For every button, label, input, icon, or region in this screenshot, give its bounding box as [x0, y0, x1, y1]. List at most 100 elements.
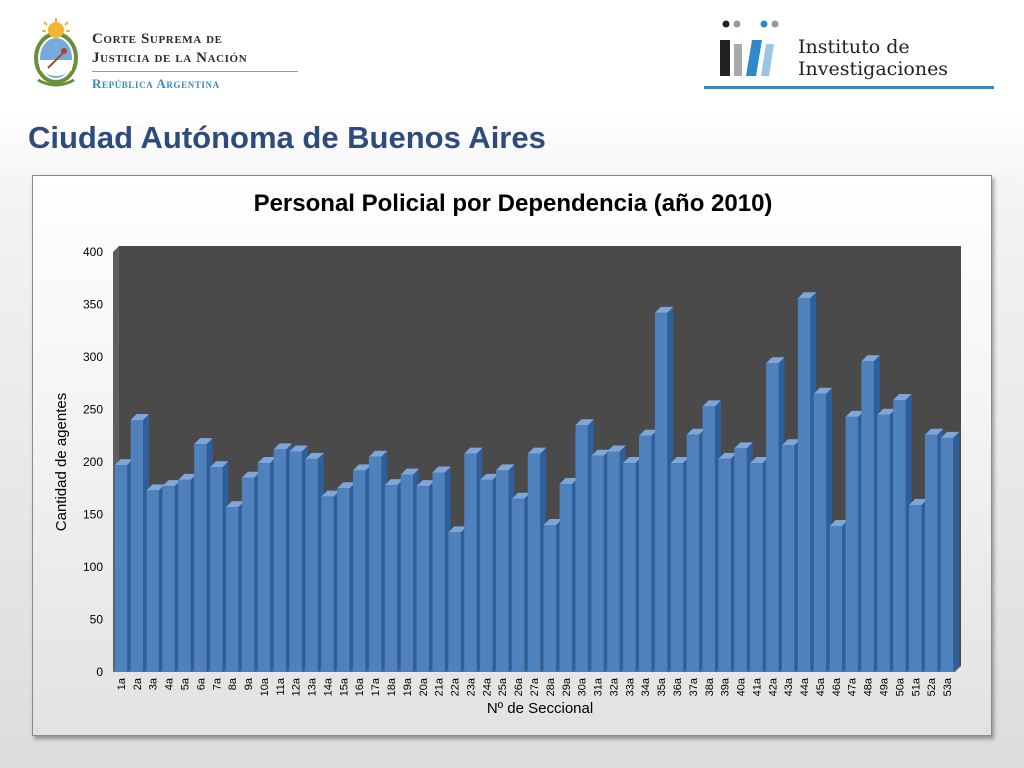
- x-tick-label: 23a: [465, 677, 477, 696]
- bar: [146, 490, 159, 672]
- bar: [289, 451, 302, 672]
- bar-top: [575, 419, 594, 426]
- bar: [702, 406, 715, 672]
- x-tick-label: 31a: [593, 677, 605, 696]
- y-tick-label: 100: [83, 560, 103, 574]
- bar-top: [114, 459, 134, 466]
- x-tick-label: 26a: [513, 677, 525, 696]
- bar: [114, 465, 128, 672]
- bar-top: [273, 443, 293, 450]
- slide-title: Ciudad Autónoma de Buenos Aires: [28, 120, 546, 155]
- court-name-line-2: Justicia de la Nación: [92, 50, 248, 66]
- bar: [480, 479, 493, 672]
- bar-top: [178, 473, 197, 480]
- x-tick-label: 1a: [116, 677, 128, 690]
- bar: [559, 484, 572, 672]
- x-tick-label: 28a: [545, 677, 557, 696]
- x-tick-label: 2a: [132, 677, 144, 690]
- bar-top: [861, 355, 880, 362]
- bar-top: [766, 357, 785, 364]
- bar: [940, 437, 954, 672]
- bar: [464, 453, 477, 672]
- bar-top: [670, 457, 690, 464]
- x-tick-label: 53a: [942, 677, 954, 696]
- bar-top: [464, 447, 483, 454]
- bar: [432, 472, 445, 672]
- bar: [527, 453, 541, 672]
- bar: [337, 488, 350, 672]
- x-tick-label: 7a: [211, 677, 223, 690]
- bar: [162, 486, 175, 672]
- y-tick-label: 250: [83, 403, 103, 417]
- bar-top: [162, 480, 181, 487]
- bar-top: [813, 387, 833, 394]
- bar-side: [953, 431, 960, 672]
- x-tick-label: 10a: [259, 677, 271, 696]
- bar-top: [353, 464, 372, 471]
- bar-top: [321, 490, 340, 497]
- bar-top: [718, 452, 737, 459]
- x-tick-label: 36a: [672, 677, 684, 696]
- y-tick-label: 350: [83, 298, 103, 312]
- header: Corte Suprema de Justicia de la Nación R…: [0, 0, 1024, 112]
- bar-top: [480, 473, 499, 480]
- x-tick-label: 48a: [863, 677, 875, 696]
- bar: [130, 420, 144, 672]
- court-name-line-1: Corte Suprema de: [92, 31, 223, 47]
- bar-top: [924, 428, 944, 435]
- bar: [241, 477, 255, 672]
- bar: [877, 414, 890, 672]
- y-tick-label: 150: [83, 508, 103, 522]
- institute-name: Instituto de Investigaciones: [798, 36, 948, 80]
- bar-top: [257, 457, 277, 464]
- x-tick-label: 38a: [704, 677, 716, 696]
- bar-top: [845, 410, 864, 417]
- x-tick-label: 24a: [481, 677, 493, 696]
- bar: [893, 400, 906, 672]
- x-tick-label: 52a: [926, 677, 938, 696]
- bar: [829, 526, 843, 672]
- y-tick-label: 400: [83, 245, 103, 259]
- bar: [257, 463, 271, 672]
- bar: [496, 470, 509, 672]
- bar-top: [416, 480, 435, 487]
- bar-top: [686, 428, 706, 435]
- bar-top: [448, 526, 467, 533]
- y-tick-label: 0: [96, 665, 103, 679]
- bar-top: [337, 482, 356, 489]
- bar-top: [496, 464, 515, 471]
- bar: [210, 467, 223, 672]
- bar-top: [225, 501, 245, 508]
- bar-top: [750, 457, 769, 464]
- bar-top: [591, 449, 610, 456]
- x-tick-label: 17a: [370, 677, 382, 696]
- bar-top: [543, 519, 563, 525]
- bar: [718, 458, 731, 672]
- x-tick-label: 40a: [736, 677, 748, 696]
- x-tick-label: 16a: [354, 677, 366, 696]
- court-country: República Argentina: [92, 76, 220, 91]
- x-tick-label: 13a: [307, 677, 319, 696]
- x-tick-label: 47a: [847, 677, 859, 696]
- bar-top: [940, 431, 960, 438]
- x-tick-label: 33a: [624, 677, 636, 696]
- bar: [924, 434, 938, 672]
- x-tick-label: 25a: [497, 677, 509, 696]
- x-tick-label: 49a: [879, 677, 891, 696]
- bar: [416, 486, 429, 672]
- bar: [813, 393, 827, 672]
- bar-top: [194, 438, 213, 445]
- national-coat-of-arms-icon: [34, 18, 78, 87]
- bar-top: [654, 306, 674, 313]
- y-axis-label: Cantidad de agentes: [53, 393, 70, 531]
- bar: [368, 456, 382, 672]
- bar: [734, 448, 747, 672]
- x-tick-label: 51a: [910, 677, 922, 696]
- x-tick-label: 6a: [195, 677, 207, 690]
- bar-top: [829, 520, 849, 527]
- y-tick-label: 200: [83, 455, 103, 469]
- x-tick-label: 39a: [720, 677, 732, 696]
- bar-top: [607, 445, 626, 452]
- bar: [321, 496, 334, 672]
- x-tick-label: 50a: [894, 677, 906, 696]
